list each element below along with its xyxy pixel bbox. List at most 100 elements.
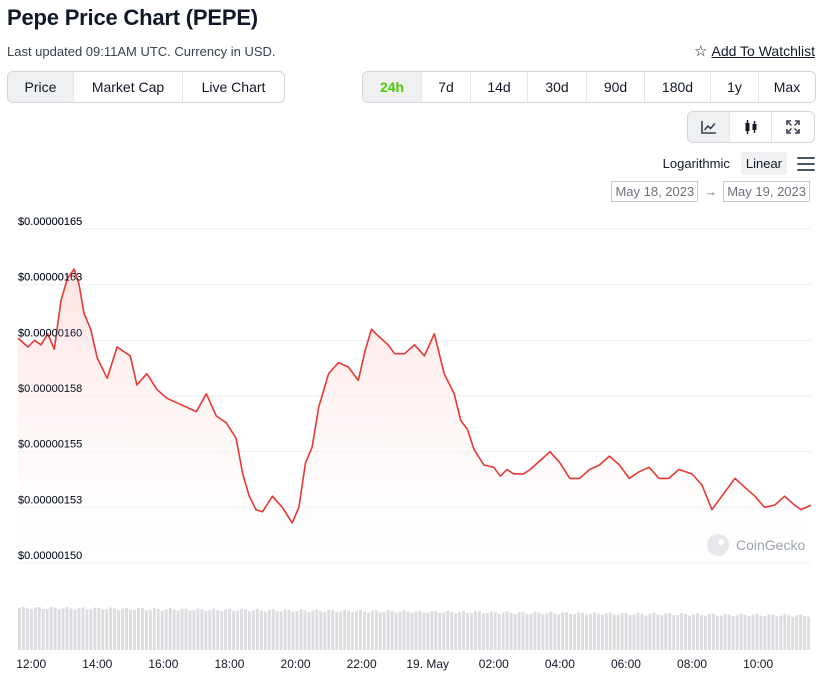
volume-bar [339, 611, 343, 650]
x-tick-label: 06:00 [611, 657, 641, 671]
volume-bar [755, 613, 759, 650]
volume-bar [263, 611, 267, 650]
volume-bar [200, 609, 204, 650]
volume-bar [787, 615, 791, 650]
volume-bar [533, 611, 537, 650]
tab-live-chart[interactable]: Live Chart [201, 79, 266, 95]
range-90d-button[interactable]: 90d [587, 72, 645, 102]
volume-bar [331, 610, 335, 650]
tab-price[interactable]: Price [8, 72, 74, 102]
volume-bar [656, 614, 660, 650]
range-30d-button[interactable]: 30d [528, 72, 587, 102]
range-7d-button[interactable]: 7d [422, 72, 471, 102]
scale-linear-option[interactable]: Linear [740, 152, 787, 175]
volume-bar [125, 607, 129, 650]
line-chart-view-button[interactable] [688, 112, 730, 142]
y-tick-label-overlay: $0.00000155 [18, 439, 82, 451]
range-24h-button[interactable]: 24h [363, 72, 422, 102]
volume-bar [97, 607, 101, 650]
volume-bar [414, 611, 418, 650]
page-title: Pepe Price Chart (PEPE) [7, 5, 258, 30]
date-to-input[interactable]: May 19, 2023 [723, 181, 810, 202]
volume-bar [458, 611, 462, 650]
range-180d-button[interactable]: 180d [645, 72, 711, 102]
volume-bar [791, 616, 795, 650]
time-range-selector: 24h 7d 14d 30d 90d 180d 1y Max [362, 71, 816, 103]
volume-bar [172, 609, 176, 650]
scale-logarithmic-option[interactable]: Logarithmic [662, 156, 730, 171]
volume-bar [184, 608, 188, 650]
volume-bar [315, 609, 319, 650]
hamburger-menu-icon[interactable] [797, 156, 815, 171]
range-14d-button[interactable]: 14d [471, 72, 528, 102]
volume-bar [434, 611, 438, 650]
volume-bar [57, 609, 61, 650]
volume-bar [450, 612, 454, 650]
volume-bar [680, 613, 684, 650]
x-tick-label: 12:00 [16, 657, 46, 671]
volume-bar [743, 615, 747, 650]
fullscreen-button[interactable] [772, 112, 814, 142]
price-chart[interactable]: $0.00000165 $0.00000163 $0.00000160 $0.0000… [0, 205, 825, 678]
line-chart-icon [700, 121, 716, 134]
volume-bar [228, 608, 232, 650]
range-max-button[interactable]: Max [773, 79, 801, 95]
volume-bar [81, 607, 85, 650]
date-from-input[interactable]: May 18, 2023 [611, 181, 699, 202]
x-tick-label: 20:00 [281, 657, 311, 671]
tab-market-cap[interactable]: Market Cap [74, 72, 183, 102]
volume-bar [113, 608, 117, 650]
volume-bar [18, 607, 21, 650]
y-tick-label-overlay: $0.00000158 [18, 383, 82, 395]
volume-bar [176, 610, 180, 650]
volume-bar [410, 612, 414, 650]
volume-bar [648, 613, 652, 650]
add-to-watchlist-link[interactable]: ☆ Add To Watchlist [694, 43, 815, 59]
volume-bar [232, 610, 236, 650]
volume-bar [616, 614, 620, 650]
volume-bar [370, 610, 374, 650]
candlestick-view-button[interactable] [730, 112, 772, 142]
volume-bar [129, 609, 132, 650]
volume-bar [49, 607, 53, 650]
volume-bar [513, 613, 517, 650]
volume-bar [699, 614, 703, 650]
volume-bar [735, 615, 739, 650]
volume-bar [69, 608, 73, 650]
volume-bar [366, 612, 370, 650]
volume-bar [525, 613, 529, 650]
volume-bar [148, 609, 152, 650]
volume-bar [517, 612, 521, 650]
y-tick-label-overlay: $0.00000165 [18, 216, 82, 228]
x-tick-label: 16:00 [148, 657, 178, 671]
volume-bar [327, 610, 331, 650]
volume-bar [77, 607, 81, 650]
range-1y-button[interactable]: 1y [711, 72, 759, 102]
scale-toggle: Logarithmic Linear [658, 152, 815, 175]
volume-bar [398, 611, 402, 650]
volume-bar [585, 614, 588, 650]
volume-bar [485, 613, 489, 650]
volume-bar [561, 612, 565, 650]
volume-bar [164, 609, 168, 650]
volume-bar [628, 614, 632, 650]
volume-bar [362, 611, 366, 650]
volume-bar [672, 615, 676, 650]
volume-bar [783, 614, 787, 650]
x-tick-label: 08:00 [677, 657, 707, 671]
volume-bar [41, 609, 45, 650]
volume-bar [565, 612, 569, 650]
volume-bar [251, 610, 255, 650]
volume-bar [489, 611, 493, 650]
volume-bar [612, 614, 616, 650]
volume-bar [771, 614, 775, 650]
volume-bar [676, 614, 680, 650]
volume-bar [660, 615, 664, 650]
volume-bar [307, 611, 311, 650]
volume-bar [438, 613, 442, 650]
fullscreen-icon [786, 120, 800, 134]
volume-bar [739, 613, 743, 650]
volume-bar [132, 610, 136, 650]
volume-bar [481, 613, 485, 650]
volume-bar [156, 608, 160, 650]
